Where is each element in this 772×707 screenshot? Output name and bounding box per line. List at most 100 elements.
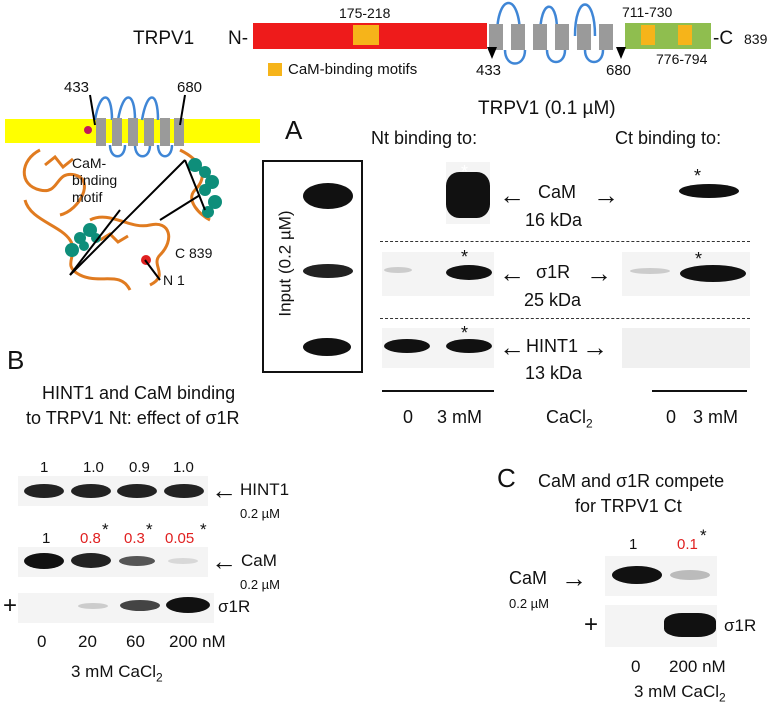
b-x-3: 200 nM: [169, 632, 226, 651]
b-x-1: 20: [78, 632, 97, 651]
panel-b-title-1: HINT1 and CaM binding: [42, 383, 236, 403]
hint-band-0: [24, 484, 64, 498]
input-s1r-band: [303, 264, 353, 278]
c-cam-conc: 0.2 µM: [509, 596, 550, 611]
arrow-right-icon: →: [593, 180, 619, 210]
panel-c-letter: C: [497, 463, 516, 493]
nt-binding-label: Nt binding to:: [371, 128, 478, 148]
s1r-label: σ1R: [536, 262, 571, 282]
nt-hint-band-3: [446, 339, 492, 353]
ct-cam-band: [679, 184, 739, 198]
cam-band-0: [24, 553, 64, 569]
ct-domain-bar: [625, 23, 711, 49]
structure-680: 680: [177, 79, 203, 96]
c-cam-label: CaM: [509, 568, 548, 588]
b-hint-label: HINT1: [240, 480, 290, 499]
cam-kda: 16 kDa: [525, 210, 583, 230]
c-x-0: 0: [631, 657, 641, 676]
marker-680: [616, 47, 626, 59]
motif-box-3: [678, 25, 692, 45]
s1r-band-2: [120, 600, 160, 611]
arrow-left-icon: ←: [499, 180, 525, 210]
c839-label: C 839: [175, 245, 213, 261]
cam-star-1: *: [102, 520, 109, 539]
marker-433: [487, 47, 497, 59]
cacl-label: CaCl2: [546, 407, 593, 431]
motif1-label: 175-218: [339, 5, 391, 21]
panel-c-title-2: for TRPV1 Ct: [575, 496, 682, 516]
cam-band-3: [168, 558, 198, 564]
nt-x3: 3 mM: [437, 407, 482, 427]
ct-hint-blot: [622, 328, 750, 368]
input-hint-band: [303, 338, 351, 356]
arrow-left-icon: ←: [499, 258, 525, 288]
hint-val-2: 0.9: [129, 459, 150, 476]
panel-b-title-2: to TRPV1 Nt: effect of σ1R: [26, 408, 240, 428]
nt-cam-star: *: [461, 162, 469, 182]
c-x-1: 200 nM: [669, 657, 726, 676]
hint-band-2: [117, 484, 157, 498]
s1r-kda: 25 kDa: [524, 290, 582, 310]
ct-cam-star: *: [694, 166, 702, 186]
b-s1r-label: σ1R: [218, 597, 251, 616]
arrow-right-icon: →: [582, 332, 608, 362]
legend-label: CaM-binding motifs: [288, 61, 418, 78]
motif3-label: 776-794: [656, 51, 708, 67]
c-cacl: 3 mM CaCl2: [634, 682, 726, 705]
nt-lane-bar: [382, 390, 494, 392]
motif2-label: 711-730: [622, 4, 673, 20]
nt-hint-band-0: [384, 339, 430, 353]
protein-name: TRPV1: [133, 28, 195, 49]
hint-val-3: 1.0: [173, 459, 194, 476]
nt-x0: 0: [403, 407, 414, 427]
input-box: [262, 160, 363, 373]
c-val-1: 0.1: [677, 536, 698, 553]
structure-433: 433: [64, 79, 90, 96]
cam-star-2: *: [146, 520, 153, 539]
b-cam-label: CaM: [241, 551, 277, 570]
b-cacl: 3 mM CaCl2: [71, 662, 163, 685]
pos680-label: 680: [606, 62, 632, 79]
hint-val-1: 1.0: [83, 459, 104, 476]
b-x-0: 0: [37, 632, 47, 651]
b-cam-conc: 0.2 µM: [240, 577, 281, 592]
arrow-left-icon: ←: [499, 332, 525, 362]
panel-b-letter: B: [7, 345, 25, 375]
b-plus: +: [3, 592, 18, 619]
motif-box-1: [353, 25, 379, 45]
divider-1: [380, 241, 750, 242]
hint-band-3: [164, 484, 204, 498]
cam-val-3: 0.05: [165, 530, 195, 547]
length-label: 839: [744, 31, 768, 47]
cam-band-1: [71, 553, 111, 568]
c-star: *: [700, 526, 707, 545]
nt-s1r-band-3: [446, 265, 492, 280]
nt-s1r-star: *: [461, 247, 469, 267]
pos433-label: 433: [476, 62, 502, 79]
cam-label: CaM: [538, 182, 577, 202]
hint-label: HINT1: [526, 336, 579, 356]
c-val-0: 1: [629, 536, 638, 553]
cam-val-1: 0.8: [80, 530, 101, 547]
transmembrane-segments: [489, 2, 613, 65]
ct-lane-bar: [652, 390, 747, 392]
ct-binding-label: Ct binding to:: [615, 128, 722, 148]
s1r-band-3: [166, 597, 210, 613]
ct-s1r-band-3: [680, 265, 746, 282]
input-label: Input (0.2 µM): [275, 210, 295, 317]
motif-box-2: [641, 25, 655, 45]
ct-s1r-band-0: [630, 268, 670, 274]
c-term-label: -C: [713, 28, 734, 49]
c-s1r-label: σ1R: [724, 616, 757, 635]
c-cam-band-1: [670, 570, 710, 580]
panel-a-letter: A: [285, 115, 303, 145]
protein-structure-image: [22, 94, 222, 291]
divider-2: [380, 318, 750, 319]
input-cam-band: [303, 183, 353, 209]
cam-motif-label: CaM- binding motif: [72, 155, 118, 205]
n-term-label: N-: [228, 28, 249, 49]
b-hint-conc: 0.2 µM: [240, 506, 281, 521]
s1r-band-1: [78, 603, 108, 609]
cam-val-2: 0.3: [124, 530, 145, 547]
ct-s1r-star: *: [695, 249, 703, 269]
